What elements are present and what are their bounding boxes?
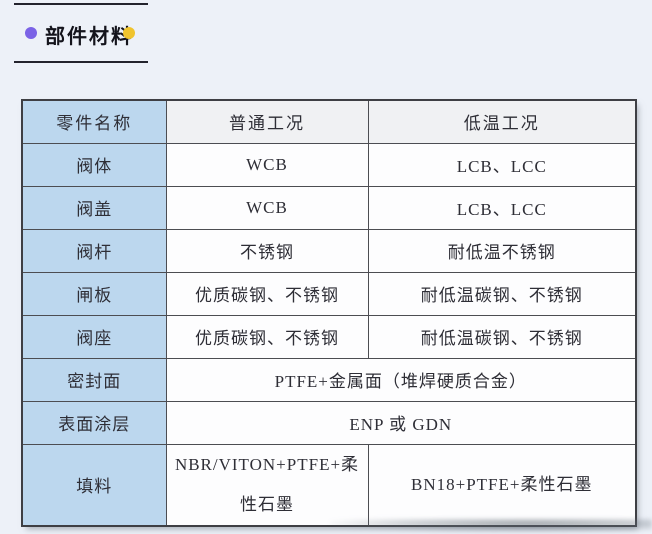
part-name-cell: 闸板 — [21, 271, 167, 316]
part-name-cell: 填料 — [21, 443, 167, 526]
header-bottom-rule — [14, 61, 148, 63]
part-name-cell: 表面涂层 — [21, 400, 167, 445]
table-row: 表面涂层 ENP 或 GDN — [21, 400, 637, 445]
part-name-cell: 阀杆 — [21, 228, 167, 273]
table-header-row: 零件名称 普通工况 低温工况 — [21, 99, 637, 144]
material-cell-merged: PTFE+金属面（堆焊硬质合金） — [165, 357, 637, 402]
material-cell: BN18+PTFE+柔性石墨 — [367, 443, 637, 526]
column-header-part-name: 零件名称 — [21, 99, 167, 144]
material-cell: WCB — [165, 185, 369, 230]
table-row: 阀体 WCB LCB、LCC — [21, 142, 637, 187]
part-name-cell: 阀体 — [21, 142, 167, 187]
material-cell-merged: ENP 或 GDN — [165, 400, 637, 445]
part-name-cell: 阀座 — [21, 314, 167, 359]
section-title: 部件材料 — [45, 26, 133, 48]
part-name-cell: 阀盖 — [21, 185, 167, 230]
material-cell: 优质碳钢、不锈钢 — [165, 271, 369, 316]
table-row: 阀座 优质碳钢、不锈钢 耐低温碳钢、不锈钢 — [21, 314, 637, 359]
materials-table: 零件名称 普通工况 低温工况 阀体 WCB LCB、LCC 阀盖 WCB LCB… — [21, 99, 637, 527]
table-row: 密封面 PTFE+金属面（堆焊硬质合金） — [21, 357, 637, 402]
table-row: 闸板 优质碳钢、不锈钢 耐低温碳钢、不锈钢 — [21, 271, 637, 316]
part-name-cell: 密封面 — [21, 357, 167, 402]
table-row: 填料 NBR/VITON+PTFE+柔性石墨 BN18+PTFE+柔性石墨 — [21, 443, 637, 526]
column-header-low-temp-condition: 低温工况 — [367, 99, 637, 144]
material-cell: 不锈钢 — [165, 228, 369, 273]
yellow-dot-icon — [123, 27, 135, 39]
header-top-rule — [14, 3, 148, 5]
material-cell: 耐低温不锈钢 — [367, 228, 637, 273]
material-cell: NBR/VITON+PTFE+柔性石墨 — [165, 443, 369, 526]
material-cell: 耐低温碳钢、不锈钢 — [367, 271, 637, 316]
column-header-normal-condition: 普通工况 — [165, 99, 369, 144]
purple-dot-icon — [25, 27, 37, 39]
material-cell: LCB、LCC — [367, 142, 637, 187]
table-row: 阀盖 WCB LCB、LCC — [21, 185, 637, 230]
material-cell: 耐低温碳钢、不锈钢 — [367, 314, 637, 359]
material-cell: LCB、LCC — [367, 185, 637, 230]
material-cell: WCB — [165, 142, 369, 187]
material-cell: 优质碳钢、不锈钢 — [165, 314, 369, 359]
table-row: 阀杆 不锈钢 耐低温不锈钢 — [21, 228, 637, 273]
